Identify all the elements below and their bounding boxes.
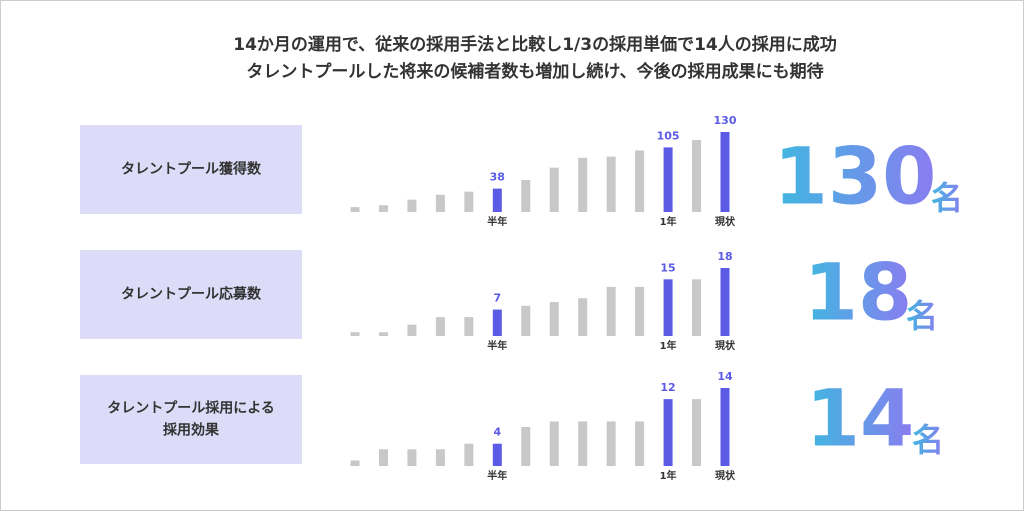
title-line: タレントプールした将来の候補者数も増加し続け、今後の採用成果にも期待 [246,61,823,82]
bar [663,279,673,336]
x-tick-label: 1年 [660,215,677,228]
label-box [80,250,302,339]
row-label: 採用効果 [163,422,220,439]
row-label: タレントプール採用による [107,400,275,417]
bar [350,207,360,212]
bar [378,332,388,336]
bar [492,309,502,336]
bar [549,167,559,212]
bar [492,188,502,212]
bar [435,317,445,336]
x-tick-label: 現状 [715,215,736,228]
title-line: 14か月の運用で、従来の採用手法と比較し1/3の採用単価で14人の採用に成功 [233,34,837,55]
x-tick-label: 半年 [487,469,507,482]
bar [578,157,588,212]
value-label: 12 [660,381,675,394]
bar [578,298,588,336]
bar [635,286,645,336]
bar [464,191,474,212]
bar [435,449,445,466]
x-tick-label: 半年 [487,339,507,352]
value-label: 14 [717,370,733,383]
bar [549,302,559,336]
label-box [80,125,302,214]
bar [635,150,645,212]
bar [549,421,559,466]
big-unit: 名 [912,421,944,459]
x-tick-label: 1年 [660,339,677,352]
value-label: 105 [657,129,680,142]
bar [407,449,417,466]
bar [378,205,388,212]
bar [521,305,531,336]
value-label: 7 [493,292,501,305]
row-label: タレントプール獲得数 [121,161,262,178]
bar [435,194,445,212]
big-number: 130 [774,132,937,222]
bar [378,449,388,466]
big-number: 14 [806,374,915,464]
bar [720,388,730,466]
big-unit: 名 [931,179,963,217]
bar [521,180,531,212]
bar [635,421,645,466]
x-tick-label: 現状 [715,339,736,352]
label-box [80,375,302,464]
value-label: 15 [660,261,675,274]
x-tick-label: 1年 [660,469,677,482]
value-label: 130 [714,114,737,127]
bar [350,332,360,336]
big-number: 18 [804,248,913,338]
bar [606,156,616,212]
row-label: タレントプール応募数 [121,286,262,303]
bar [464,317,474,336]
bar [663,399,673,466]
bar [692,140,702,212]
bar [521,427,531,466]
value-label: 18 [717,250,732,263]
bar [578,421,588,466]
bar [464,443,474,466]
bar [606,286,616,336]
bar [407,324,417,336]
big-unit: 名 [906,297,938,335]
bar [720,268,730,336]
x-tick-label: 半年 [487,215,507,228]
x-tick-label: 現状 [715,469,736,482]
value-label: 38 [490,171,505,184]
bar [492,443,502,466]
bar [692,399,702,466]
bar [407,199,417,212]
bar [720,132,730,212]
value-label: 4 [493,426,501,439]
bar [692,279,702,336]
bar [606,421,616,466]
bar [350,460,360,466]
bar [663,147,673,212]
